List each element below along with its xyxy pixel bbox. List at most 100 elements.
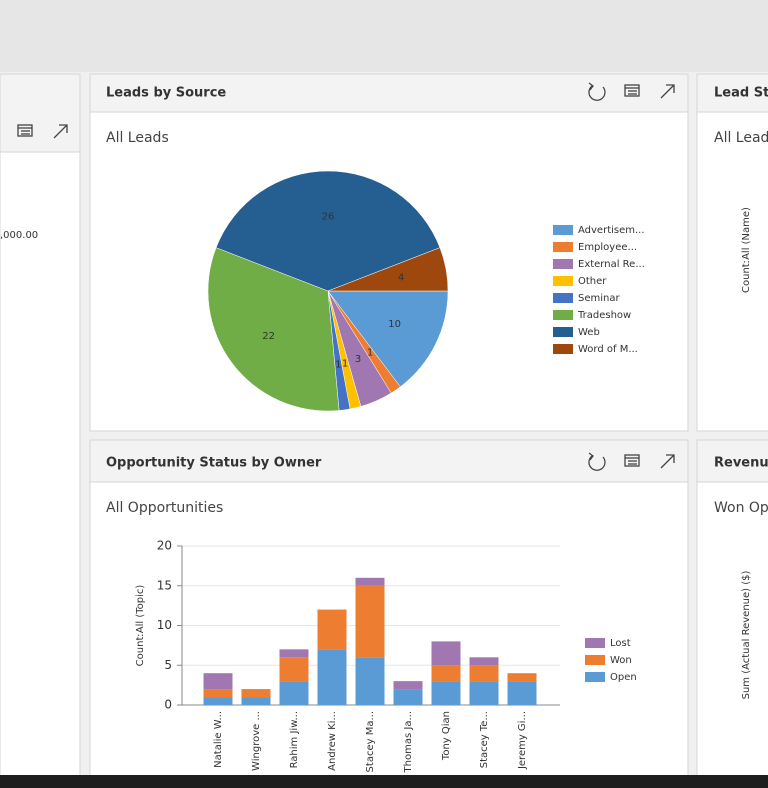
data-label: 26 (322, 212, 335, 223)
panel-title: Leads by Source (106, 86, 226, 101)
bar-segment (317, 609, 347, 650)
bar-segment (507, 681, 537, 705)
bar-segment (203, 697, 233, 705)
legend-swatch (585, 638, 605, 648)
bar-segment (203, 673, 233, 690)
legend-label: Employee... (578, 242, 637, 253)
panel-header (89, 439, 689, 483)
expand-icon[interactable] (660, 454, 675, 469)
y-tick-label: 15 (157, 578, 172, 592)
legend-label: Won (610, 655, 632, 666)
value-text: ,000.00 (0, 230, 38, 241)
legend-label: Word of M... (578, 344, 638, 355)
bar-segment (279, 681, 309, 705)
axis-label: Sum (Actual Revenue) ($) (741, 570, 752, 699)
panel-title: Revenue (714, 456, 768, 471)
panel (696, 439, 768, 788)
expand-icon[interactable] (660, 84, 675, 99)
pie-slice (327, 247, 449, 292)
bottom-strip (0, 775, 768, 788)
legend-label: Tradeshow (577, 310, 631, 321)
data-label: 1 (335, 360, 341, 371)
bar-segment (469, 665, 499, 682)
refresh-icon[interactable] (588, 82, 606, 101)
axis-label: CountːAll (Name) (741, 207, 752, 293)
x-tick-label: Stacey Ma... (365, 711, 376, 772)
bar-segment (469, 657, 499, 666)
legend-swatch (553, 344, 573, 354)
data-label: 1 (342, 358, 348, 369)
view-records-icon[interactable] (17, 124, 33, 137)
panel-header (0, 73, 81, 153)
y-tick-label: 5 (164, 658, 172, 672)
x-tick-label: Tony Qian (441, 711, 452, 761)
panel-header (696, 73, 768, 113)
bar-segment (241, 697, 271, 705)
panel-header (89, 73, 689, 113)
legend-label: Other (578, 276, 607, 287)
panel-header (696, 439, 768, 483)
bar-segment (241, 689, 271, 698)
legend-label: Open (610, 672, 637, 683)
bar-segment (393, 689, 423, 705)
x-tick-label: Andrew Ki... (327, 711, 338, 771)
legend-label: Seminar (578, 293, 620, 304)
bar-segment (355, 585, 385, 658)
refresh-icon[interactable] (588, 452, 606, 471)
view-name: All Opportunities (106, 500, 223, 516)
panel (696, 73, 768, 432)
view-records-icon[interactable] (624, 454, 640, 467)
legend-swatch (553, 310, 573, 320)
legend-swatch (553, 225, 573, 235)
y-tick-label: 20 (157, 539, 172, 553)
data-label: 1 (367, 347, 373, 358)
y-axis-label: CountːAll (Topic) (135, 585, 146, 667)
x-tick-label: Rahim Jiw... (289, 711, 300, 768)
y-tick-label: 10 (157, 618, 172, 632)
x-tick-label: Wingrove ... (251, 711, 262, 771)
legend-label: External Re... (578, 259, 645, 270)
y-tick-label: 0 (164, 698, 172, 712)
legend-swatch (553, 242, 573, 252)
bar-segment (431, 665, 461, 682)
view-name: Won Opp (714, 500, 768, 516)
x-tick-label: Stacey Te... (479, 711, 490, 768)
panel (89, 439, 689, 788)
pie-slice (207, 247, 340, 412)
data-label: 10 (388, 319, 401, 330)
bar-segment (431, 681, 461, 705)
bar-segment (279, 649, 309, 658)
bar-segment (355, 577, 385, 586)
panel (0, 73, 81, 788)
top-bar (0, 0, 768, 72)
data-label: 3 (355, 354, 361, 365)
view-name: All Leads (106, 130, 169, 146)
bar-segment (431, 641, 461, 666)
legend-label: Advertisem... (578, 225, 645, 236)
bar-segment (317, 649, 347, 705)
bar-segment (507, 673, 537, 682)
legend-label: Web (578, 327, 600, 338)
bar-segment (393, 681, 423, 690)
legend-swatch (553, 276, 573, 286)
bar-segment (355, 657, 385, 705)
legend-swatch (553, 327, 573, 337)
bar-segment (469, 681, 499, 705)
view-name: All Leads (714, 130, 768, 146)
data-label: 22 (262, 331, 275, 342)
view-records-icon[interactable] (624, 84, 640, 97)
expand-icon[interactable] (53, 124, 68, 139)
panel-title: Lead Sta (714, 86, 768, 101)
legend-swatch (585, 672, 605, 682)
bar-segment (203, 689, 233, 698)
legend-swatch (553, 293, 573, 303)
data-label: 4 (398, 272, 404, 283)
legend-swatch (585, 655, 605, 665)
legend-label: Lost (610, 638, 631, 649)
pie-slice (215, 170, 441, 292)
x-tick-label: Thomas Ja... (403, 711, 414, 773)
panel-title: Opportunity Status by Owner (106, 456, 322, 471)
bar-segment (279, 657, 309, 682)
